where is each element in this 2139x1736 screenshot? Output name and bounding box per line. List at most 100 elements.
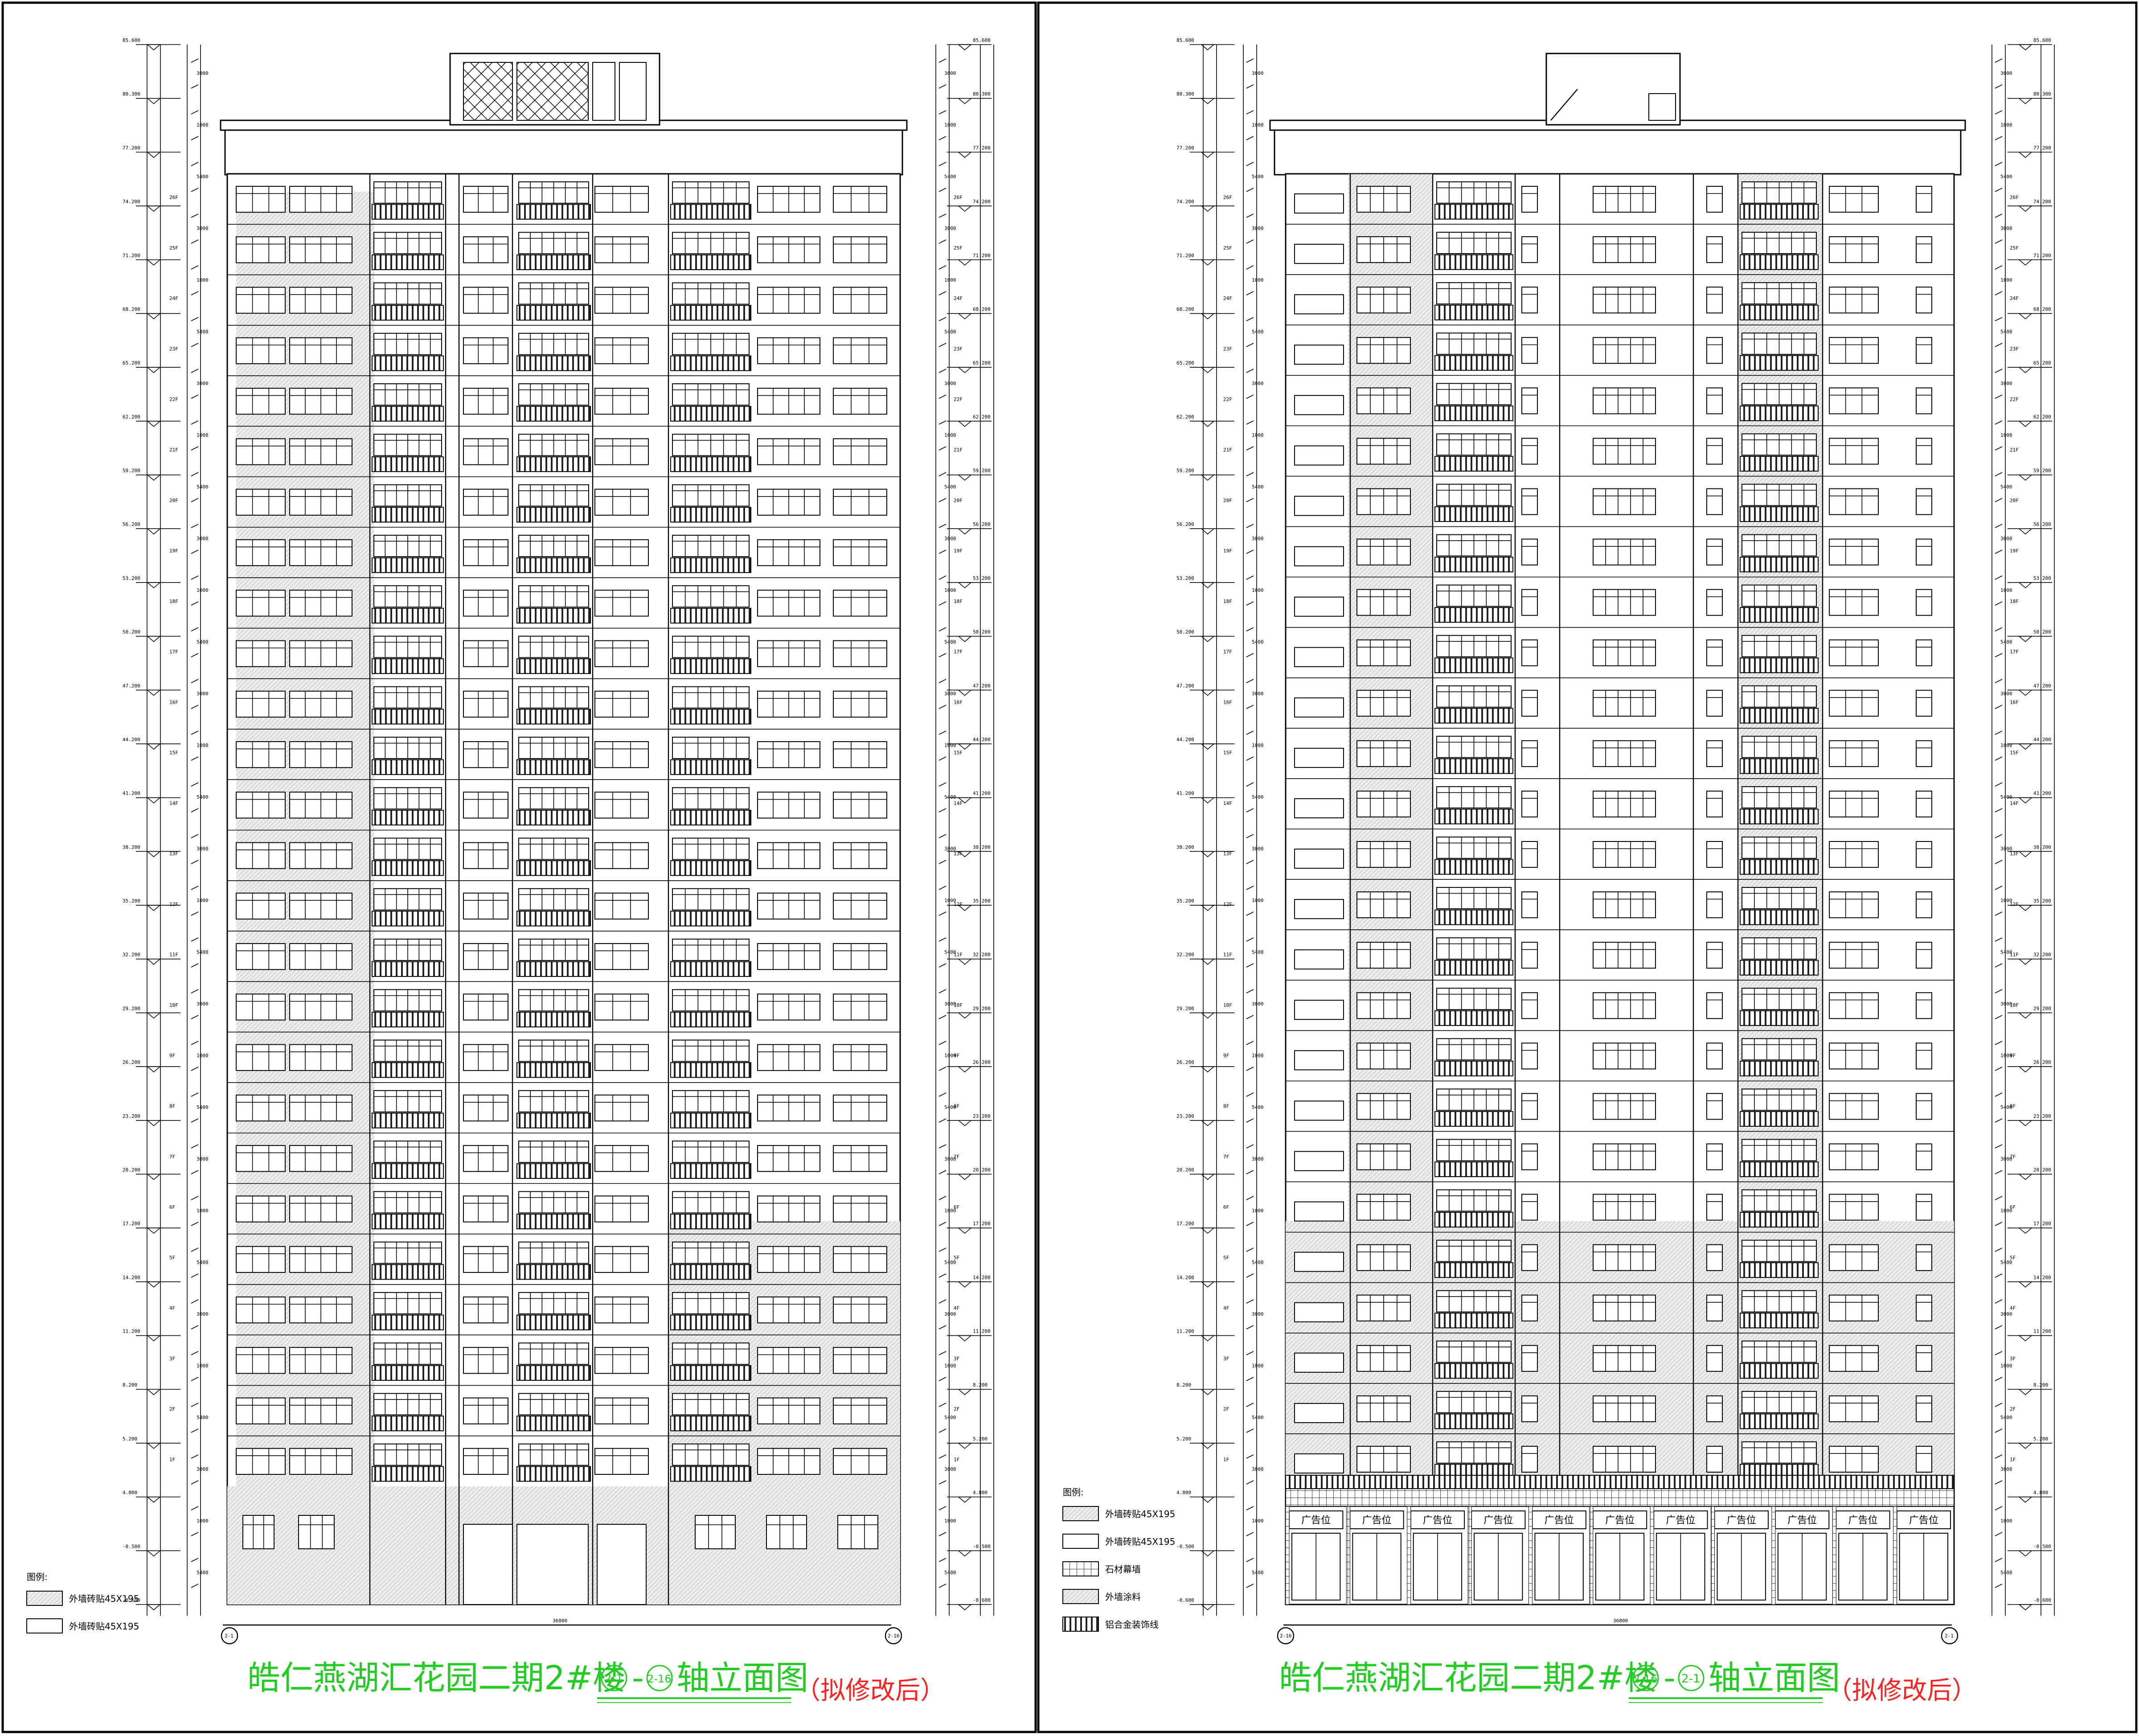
- window: [594, 741, 649, 768]
- window: [1916, 1445, 1932, 1473]
- dimension-value: 1000: [944, 587, 956, 593]
- window: [833, 993, 887, 1021]
- shop-pier: [1346, 1506, 1350, 1605]
- elevation-symbol: [146, 1012, 161, 1019]
- balcony-railing: [670, 607, 751, 624]
- shop-pier: [1589, 1506, 1594, 1605]
- right-axis-end: 2-1: [1945, 1633, 1954, 1639]
- balcony-railing: [1434, 808, 1513, 825]
- window: [1593, 992, 1656, 1019]
- elevation-value: 38.200: [1176, 844, 1194, 850]
- window: [833, 1195, 887, 1223]
- balcony-railing: [670, 305, 751, 321]
- window: [1916, 1294, 1932, 1321]
- window: [1706, 1042, 1723, 1070]
- dimension-value: 5400: [197, 484, 209, 490]
- shop-sign: [1714, 1510, 1769, 1529]
- window: [463, 1448, 508, 1475]
- balcony-railing: [372, 1011, 444, 1028]
- shop-sign: [1653, 1510, 1708, 1529]
- elevation-symbol: [146, 259, 161, 266]
- shop-sign-text: 广告位: [1727, 1515, 1756, 1526]
- dimension-value: 1000: [197, 898, 209, 903]
- balcony-railing: [670, 1163, 751, 1179]
- floor-tag: 4F: [169, 1305, 175, 1311]
- floor-tag: 16F: [954, 699, 963, 705]
- elevation-value: 41.200: [1176, 791, 1194, 796]
- window: [1706, 790, 1723, 818]
- window: [463, 892, 508, 920]
- window: [1521, 387, 1538, 415]
- window: [594, 236, 649, 263]
- floor-tag: 20F: [1223, 497, 1232, 503]
- window: [236, 842, 286, 869]
- dimension-value: 5400: [1252, 174, 1264, 180]
- dimension-value: 1000: [2000, 1053, 2012, 1059]
- floor-tag: 26F: [169, 195, 178, 201]
- balcony-railing: [1740, 1161, 1819, 1178]
- balcony-railing: [670, 809, 751, 826]
- elevation-value: 29.200: [973, 1005, 991, 1011]
- floor-tag: 14F: [954, 800, 963, 806]
- balcony-railing: [516, 406, 591, 422]
- window: [1829, 438, 1879, 465]
- balcony-railing: [1434, 1010, 1513, 1026]
- window: [236, 438, 286, 465]
- elevation-markers: 85.600 80.300 77.200 74.200 71.200 68.200 65.2…: [123, 37, 2052, 1610]
- elevation-value: 44.200: [1176, 737, 1194, 743]
- shop-pier: [1528, 1506, 1533, 1605]
- dimension-value: 5400: [2000, 1260, 2012, 1265]
- elevation-value: 32.200: [123, 952, 140, 958]
- window: [1593, 740, 1656, 767]
- window: [463, 993, 508, 1021]
- balcony-railing: [670, 709, 751, 725]
- window: [1294, 1000, 1344, 1020]
- window: [833, 438, 887, 465]
- floor-tag: 22F: [1223, 397, 1232, 402]
- elevation-value: 38.200: [973, 844, 991, 850]
- elevation-value: 20.200: [123, 1167, 140, 1173]
- elevation-value: 26.200: [123, 1059, 140, 1065]
- right-elevation-drawing: 广告位 广告位 广告位 广告位 广告位 广告位 广告位 广告位 广告位 广告位 广告位: [1269, 53, 1966, 1605]
- window: [236, 741, 286, 768]
- elevation-symbol: [2018, 1604, 2033, 1610]
- window: [1521, 689, 1538, 717]
- elevation-symbol: [2018, 367, 2033, 373]
- elevation-value: -0.500: [123, 1543, 140, 1549]
- window: [1521, 538, 1538, 566]
- floor-tag: 1F: [954, 1457, 959, 1462]
- balcony-railing: [1434, 506, 1513, 522]
- window: [236, 1195, 286, 1223]
- legend-swatch: [1062, 1561, 1099, 1576]
- shop-sign: [1592, 1510, 1647, 1529]
- dimension-value: 3000: [197, 381, 209, 386]
- podium-cornice: [1285, 1475, 1955, 1489]
- left-axis-end: 2-16: [888, 1633, 900, 1639]
- window: [463, 488, 508, 516]
- dimension-value: 1000: [197, 122, 209, 128]
- shop-sign-text: 广告位: [1666, 1515, 1695, 1526]
- dimension-value: 3000: [2000, 381, 2012, 386]
- elevation-symbol: [2018, 313, 2033, 320]
- dimension-value: 1000: [2000, 743, 2012, 748]
- floor-tag: 8F: [1223, 1103, 1229, 1109]
- floor-tag: 13F: [2010, 851, 2019, 857]
- elevation-value: 26.200: [973, 1059, 991, 1065]
- window: [1593, 236, 1656, 263]
- elevation-symbol: [146, 1174, 161, 1180]
- balcony-railing: [372, 961, 444, 977]
- floor-tag: 7F: [169, 1154, 175, 1160]
- balcony-railing: [1740, 1010, 1819, 1026]
- elevation-value: 59.200: [123, 468, 140, 474]
- balcony-railing: [372, 507, 444, 523]
- legends: 图例: 外墙砖贴45X195 外墙砖贴45X195 图例: 外墙砖贴45X195 外墙砖贴…: [26, 1487, 1175, 1633]
- balcony-railing: [1740, 1363, 1819, 1379]
- elevation-value: 71.200: [2033, 253, 2051, 259]
- balcony-railing: [516, 759, 591, 775]
- balcony-railing: [1740, 808, 1819, 825]
- balcony-railing: [670, 1365, 751, 1381]
- elevation-value: 26.200: [2033, 1059, 2051, 1065]
- dimension-value: 1000: [2000, 1208, 2012, 1214]
- floor-tag: 11F: [1223, 952, 1232, 958]
- window: [1706, 689, 1723, 717]
